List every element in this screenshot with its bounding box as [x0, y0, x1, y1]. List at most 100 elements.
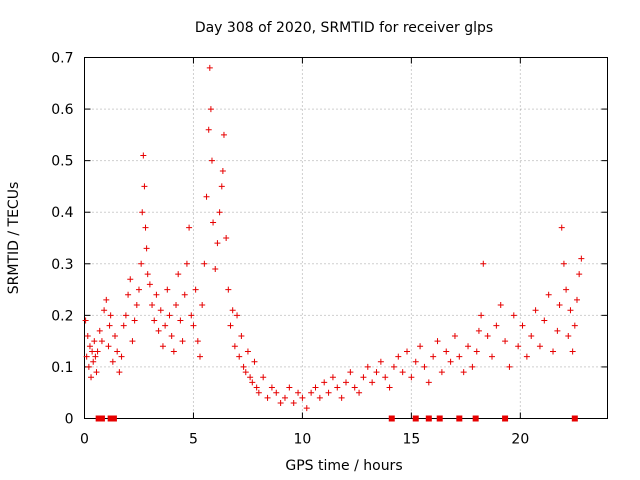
data-point: [101, 307, 108, 314]
y-tick-label: 0.7: [51, 51, 73, 67]
grid: [84, 57, 608, 419]
data-point: [218, 183, 225, 190]
x-axis-label: GPS time / hours: [285, 458, 402, 474]
data-point: [364, 363, 371, 370]
data-point: [203, 193, 210, 200]
gap-marker: [436, 415, 443, 422]
data-point: [506, 363, 513, 370]
data-point: [236, 353, 243, 360]
data-point: [151, 317, 158, 324]
data-point: [227, 322, 234, 329]
data-point: [295, 389, 302, 396]
data-point: [502, 338, 509, 345]
data-point: [260, 374, 267, 381]
data-point: [98, 338, 105, 345]
data-point: [122, 312, 129, 319]
y-tick-label: 0.3: [51, 257, 73, 273]
data-point: [475, 327, 482, 334]
data-point: [325, 389, 332, 396]
data-point: [443, 348, 450, 355]
data-point: [223, 235, 230, 241]
data-point: [146, 281, 153, 288]
gap-marker: [425, 415, 432, 422]
data-point: [484, 332, 491, 339]
data-point: [153, 291, 160, 298]
data-point: [343, 379, 349, 386]
gap-marker: [95, 415, 102, 422]
data-point: [347, 369, 354, 376]
data-point: [281, 394, 288, 401]
data-point: [308, 389, 315, 396]
data-point: [373, 369, 380, 376]
plot-frame: [84, 57, 608, 419]
data-point: [231, 343, 238, 350]
data-point: [554, 327, 561, 334]
data-point: [106, 322, 113, 329]
data-point: [576, 271, 583, 278]
data-point: [541, 317, 548, 324]
data-point: [127, 276, 134, 283]
data-point: [434, 338, 441, 345]
data-point: [207, 106, 214, 113]
data-point: [532, 307, 539, 314]
x-tick-labels: 0 5 10 15 20: [80, 432, 529, 448]
chart-title: Day 308 of 2020, SRMTID for receiver glp…: [195, 20, 493, 36]
data-point: [84, 332, 91, 339]
data-point: [395, 353, 402, 360]
data-point: [456, 353, 463, 360]
data-point: [421, 363, 428, 370]
data-point: [190, 322, 197, 329]
data-point: [290, 400, 297, 407]
data-point: [316, 394, 323, 401]
data-point: [166, 312, 173, 319]
data-point: [175, 271, 182, 278]
data-point: [351, 384, 358, 391]
data-point: [465, 343, 472, 350]
data-point: [312, 384, 319, 391]
data-point: [303, 405, 310, 412]
data-point: [558, 224, 565, 231]
data-point: [382, 374, 389, 381]
data-point: [206, 64, 213, 71]
data-point: [205, 126, 212, 133]
data-point: [225, 286, 232, 293]
data-point: [118, 353, 125, 360]
data-point: [369, 379, 376, 386]
data-point: [404, 348, 411, 355]
y-axis-label: SRMTID / TECUs: [6, 182, 22, 295]
data-point: [377, 358, 384, 365]
y-tick-label: 0.6: [51, 102, 73, 118]
data-point: [86, 343, 93, 350]
data-point: [194, 338, 201, 345]
data-point: [143, 245, 150, 252]
data-point: [573, 296, 580, 303]
data-point: [214, 240, 221, 247]
data-point: [135, 286, 142, 293]
data-point: [133, 302, 140, 309]
data-point: [556, 302, 563, 309]
data-point: [208, 157, 215, 164]
x-tick-label: 5: [189, 432, 198, 448]
data-point: [155, 327, 162, 334]
data-point: [114, 348, 121, 355]
data-point: [438, 369, 445, 376]
data-point: [181, 291, 188, 298]
data-point: [83, 353, 90, 360]
data-point: [560, 260, 567, 267]
data-point: [234, 312, 241, 319]
data-point: [196, 353, 203, 360]
data-point: [493, 322, 500, 329]
data-point: [96, 327, 103, 334]
data-point: [91, 338, 98, 345]
data-point: [510, 312, 517, 319]
data-point: [569, 348, 576, 355]
data-point: [92, 353, 99, 360]
data-point: [536, 343, 543, 350]
data-point: [116, 369, 123, 376]
data-point: [390, 363, 397, 370]
ticks: [84, 57, 608, 419]
data-point: [255, 389, 262, 396]
gap-marker: [571, 415, 578, 422]
data-point: [240, 363, 247, 370]
